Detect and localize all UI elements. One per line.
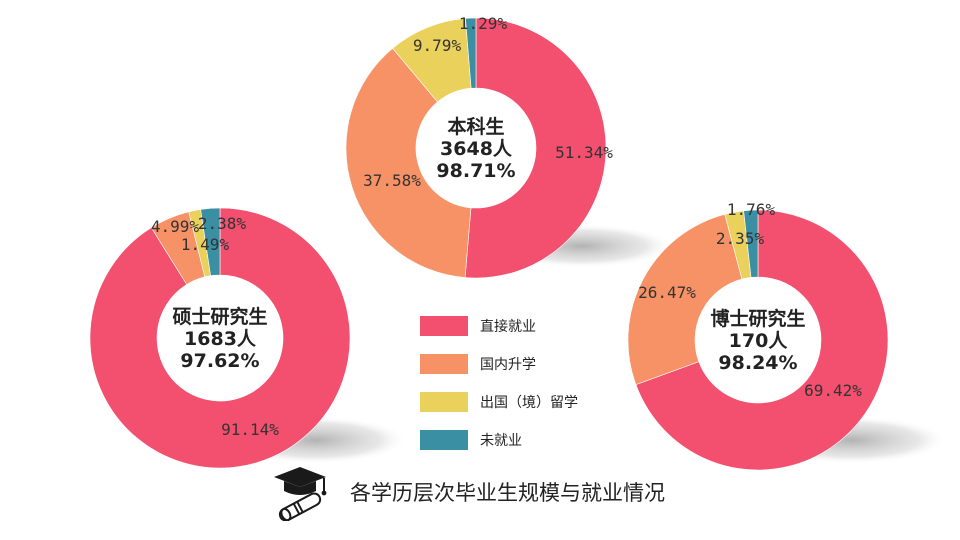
slice-data-label: 37.58% — [363, 171, 421, 190]
figure-caption: 各学历层次毕业生规模与就业情况 — [350, 481, 665, 505]
donut-center-label: 硕士研究生 — [172, 305, 267, 328]
legend-label: 未就业 — [480, 433, 522, 449]
legend-swatch — [420, 316, 468, 336]
slice-data-label: 1.29% — [459, 14, 508, 33]
donut-center-label: 1683人 — [184, 328, 257, 350]
legend-swatch — [420, 392, 468, 412]
donut-slice — [635, 209, 889, 471]
slice-data-label: 2.35% — [716, 229, 765, 248]
footer: 各学历层次毕业生规模与就业情况 — [270, 462, 730, 522]
legend-label: 直接就业 — [480, 318, 536, 335]
donut-center-label: 98.71% — [436, 160, 515, 182]
donut-hole — [695, 277, 821, 403]
slice-data-label: 4.99% — [151, 217, 200, 236]
legend-label: 国内升学 — [480, 357, 536, 373]
slice-data-label: 69.42% — [804, 381, 862, 400]
slice-data-label: 26.47% — [638, 283, 696, 302]
slice-data-label: 9.79% — [413, 36, 462, 55]
legend-swatch — [420, 430, 468, 450]
legend-label: 出国（境）留学 — [480, 395, 578, 411]
slice-data-label: 91.14% — [221, 420, 279, 439]
donut-center-label: 170人 — [729, 330, 789, 352]
slice-data-label: 1.76% — [727, 200, 776, 219]
legend-swatch — [420, 354, 468, 374]
donut-hole — [157, 275, 283, 401]
donut-center-label: 博士研究生 — [710, 307, 805, 330]
donut-hole — [416, 88, 536, 208]
slice-data-label: 1.49% — [181, 235, 230, 254]
donut-center-label: 3648人 — [440, 138, 513, 160]
slice-data-label: 2.38% — [198, 214, 247, 233]
donut-center-label: 98.24% — [718, 352, 797, 374]
donut-center-label: 97.62% — [180, 350, 259, 372]
graduation-cap-diploma-icon — [274, 467, 327, 521]
donut-center-label: 本科生 — [447, 115, 504, 138]
slice-data-label: 51.34% — [555, 143, 613, 162]
